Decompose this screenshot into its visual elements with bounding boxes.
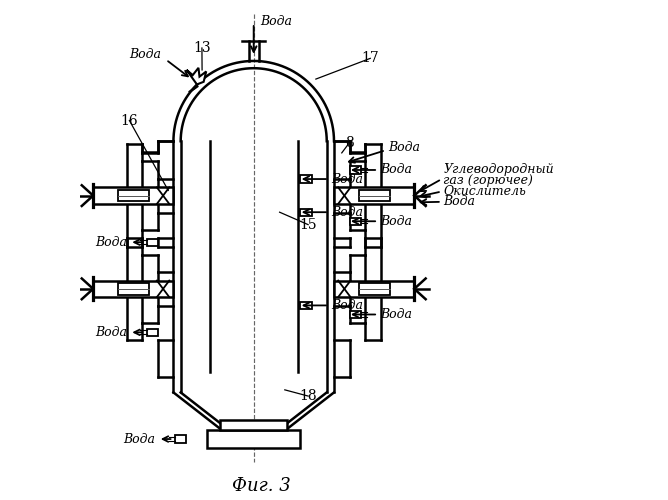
Bar: [349, 218, 361, 225]
Text: 17: 17: [361, 52, 379, 66]
Text: Вода: Вода: [381, 308, 413, 321]
Bar: [334, 188, 414, 204]
Bar: [301, 302, 312, 309]
Polygon shape: [186, 68, 206, 84]
Text: Вода: Вода: [444, 196, 476, 208]
Bar: [175, 436, 186, 442]
Text: Вода: Вода: [124, 432, 156, 446]
Text: Вода: Вода: [331, 206, 363, 218]
Text: Вода: Вода: [331, 299, 363, 312]
Bar: [301, 208, 312, 216]
Text: Вода: Вода: [130, 48, 162, 61]
Text: 15: 15: [299, 218, 317, 232]
Text: газ (горючее): газ (горючее): [444, 174, 533, 186]
Bar: [349, 166, 361, 173]
Text: 16: 16: [121, 114, 138, 128]
Bar: [301, 176, 312, 182]
Bar: [93, 280, 174, 297]
Text: 18: 18: [299, 389, 317, 403]
Text: 8: 8: [345, 136, 354, 149]
Text: Фиг. 3: Фиг. 3: [232, 476, 291, 494]
Bar: [118, 283, 149, 294]
Text: Вода: Вода: [261, 15, 293, 28]
Bar: [93, 188, 174, 204]
Text: Вода: Вода: [381, 215, 413, 228]
Bar: [220, 420, 287, 430]
Bar: [207, 430, 301, 448]
Text: Углеводородный: Углеводородный: [444, 163, 554, 176]
Bar: [359, 190, 389, 202]
Text: Вода: Вода: [381, 164, 413, 176]
Bar: [146, 328, 158, 336]
Bar: [146, 238, 158, 246]
Text: Окислитель: Окислитель: [444, 185, 526, 198]
Text: Вода: Вода: [95, 326, 127, 339]
Text: Вода: Вода: [95, 236, 127, 248]
Bar: [118, 190, 149, 202]
Bar: [334, 280, 414, 297]
Text: Вода: Вода: [331, 172, 363, 186]
Bar: [349, 311, 361, 318]
Bar: [359, 283, 389, 294]
Text: Вода: Вода: [388, 141, 420, 154]
Text: 13: 13: [193, 41, 210, 55]
